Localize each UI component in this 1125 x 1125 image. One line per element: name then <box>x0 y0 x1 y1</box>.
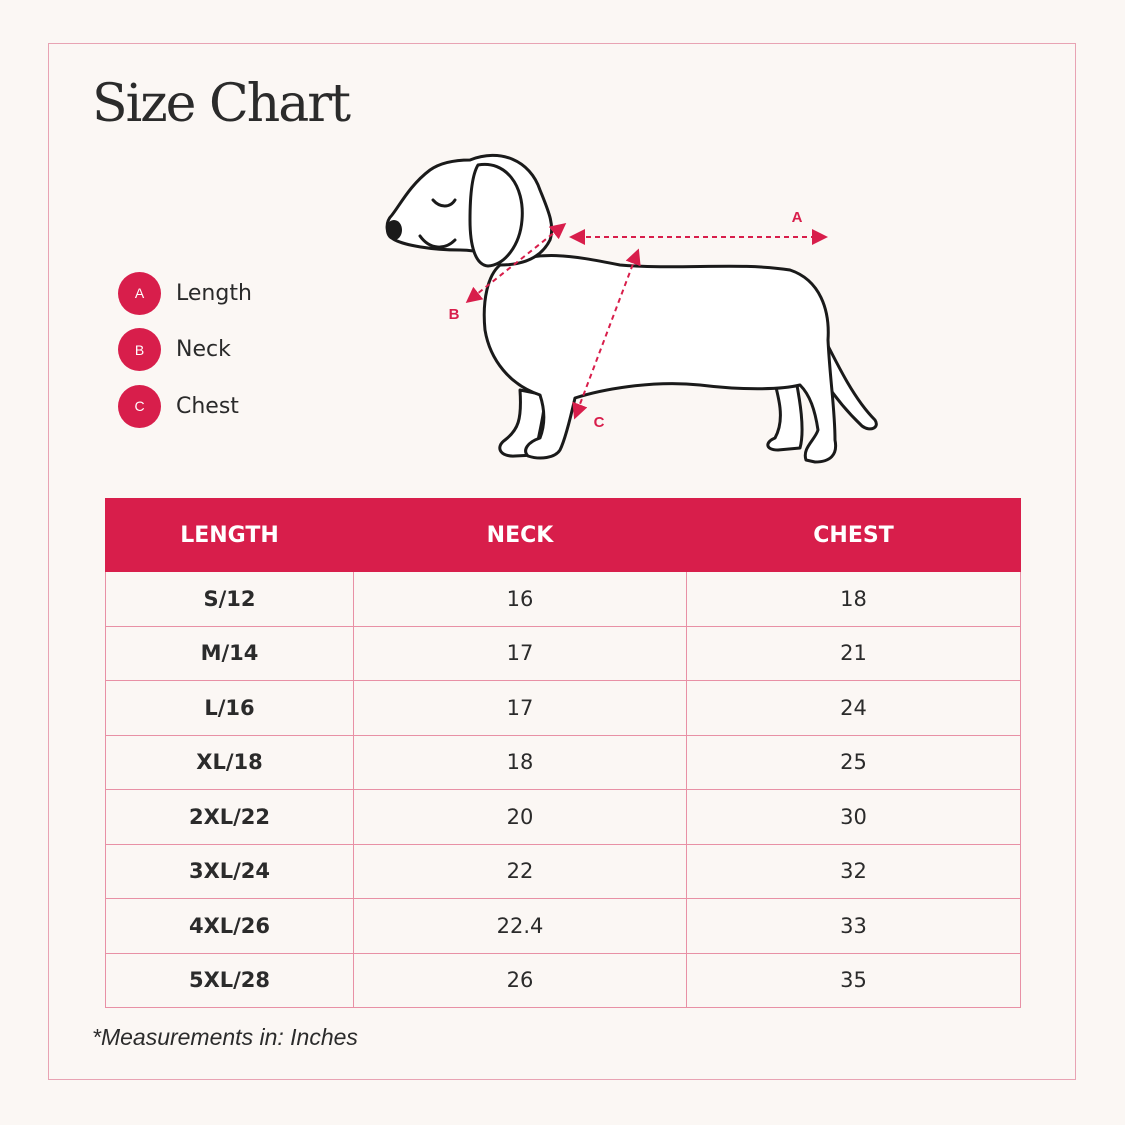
legend-badge-b: B <box>118 328 161 371</box>
header-length: LENGTH <box>105 498 354 572</box>
legend-label-neck: Neck <box>176 337 231 362</box>
dog-eye <box>431 198 457 208</box>
diagram-label-b: B <box>449 306 460 323</box>
cell-size: 2XL/22 <box>105 789 354 845</box>
table-row: L/16 17 24 <box>105 680 1021 736</box>
cell-chest: 35 <box>686 952 1021 1008</box>
cell-neck: 17 <box>353 625 687 681</box>
cell-neck: 20 <box>353 789 687 845</box>
dog-mouth <box>418 234 457 249</box>
chest-arrow <box>572 248 641 420</box>
cell-size: M/14 <box>105 625 354 681</box>
dog-body <box>482 254 838 464</box>
cell-neck: 17 <box>353 680 687 736</box>
legend-badge-c: C <box>118 384 161 428</box>
cell-neck: 26 <box>353 952 687 1008</box>
size-table: LENGTH NECK CHEST S/12 16 18 M/14 17 21 … <box>105 498 1021 1008</box>
legend-item-chest: C Chest <box>118 384 252 428</box>
cell-chest: 25 <box>686 734 1021 790</box>
legend-item-neck: B Neck <box>118 328 252 371</box>
table-row: M/14 17 21 <box>105 625 1021 681</box>
legend-badge-a: A <box>118 271 161 315</box>
diagram-label-a: A <box>792 209 803 226</box>
dachshund-illustration: A B C <box>385 154 878 464</box>
cell-chest: 32 <box>686 843 1021 899</box>
table-row: 5XL/28 26 35 <box>105 952 1021 1008</box>
header-neck: NECK <box>353 498 687 572</box>
neck-arrow <box>465 223 567 303</box>
cell-size: S/12 <box>105 571 354 627</box>
legend-item-length: A Length <box>118 271 252 315</box>
cell-size: L/16 <box>105 680 354 736</box>
cell-chest: 30 <box>686 789 1021 845</box>
cell-size: 3XL/24 <box>105 843 354 899</box>
cell-size: XL/18 <box>105 734 354 790</box>
cell-size: 4XL/26 <box>105 898 354 954</box>
legend: A Length B Neck C Chest <box>118 271 252 442</box>
cell-neck: 16 <box>353 571 687 627</box>
cell-neck: 18 <box>353 734 687 790</box>
diagram-label-c: C <box>594 414 605 431</box>
dog-nose <box>386 220 402 240</box>
cell-neck: 22.4 <box>353 898 687 954</box>
cell-chest: 21 <box>686 625 1021 681</box>
cell-size: 5XL/28 <box>105 952 354 1008</box>
header-chest: CHEST <box>686 498 1021 572</box>
page-title: Size Chart <box>92 74 351 134</box>
measurement-note: *Measurements in: Inches <box>92 1024 358 1050</box>
table-row: XL/18 18 25 <box>105 734 1021 790</box>
table-row: 4XL/26 22.4 33 <box>105 898 1021 954</box>
cell-chest: 24 <box>686 680 1021 736</box>
table-header-row: LENGTH NECK CHEST <box>105 498 1021 572</box>
table-row: 2XL/22 20 30 <box>105 789 1021 845</box>
page-frame <box>48 43 1076 1080</box>
cell-chest: 33 <box>686 898 1021 954</box>
legend-label-length: Length <box>176 280 252 306</box>
cell-neck: 22 <box>353 843 687 899</box>
table-row: 3XL/24 22 32 <box>105 843 1021 899</box>
legend-label-chest: Chest <box>176 393 239 419</box>
cell-chest: 18 <box>686 571 1021 627</box>
table-row: S/12 16 18 <box>105 571 1021 627</box>
